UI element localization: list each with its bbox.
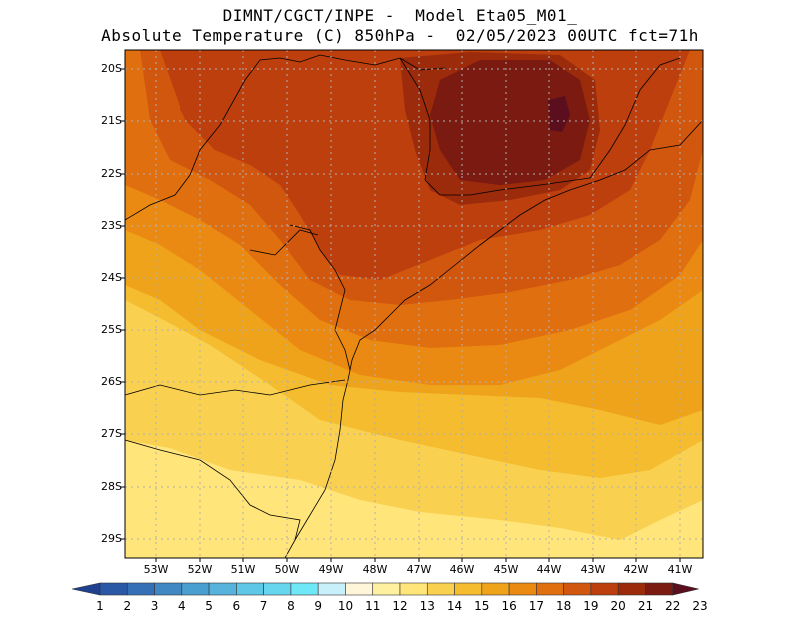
colorbar-label: 14	[446, 599, 463, 613]
colorbar-swatch	[71, 582, 101, 596]
colorbar-label: 2	[123, 599, 132, 613]
lat-label: 23S	[101, 219, 122, 232]
lon-label: 53W	[143, 563, 169, 576]
colorbar-swatch	[290, 582, 319, 596]
colorbar-label: 17	[528, 599, 544, 613]
colorbar-swatch	[399, 582, 428, 596]
colorbar-label: 13	[419, 599, 435, 613]
colorbar-label: 18	[555, 599, 572, 613]
colorbar-swatch	[345, 582, 374, 596]
colorbar-label: 20	[610, 599, 626, 613]
colorbar-label: 4	[177, 599, 186, 613]
colorbar-swatch	[617, 582, 646, 596]
lon-label: 50W	[274, 563, 300, 576]
lon-label: 44W	[536, 563, 562, 576]
map-frame	[124, 49, 704, 559]
lat-label: 21S	[101, 114, 122, 127]
colorbar-label: 8	[287, 599, 295, 613]
chart-title-line-2: Absolute Temperature (C) 850hPa - 02/05/…	[101, 26, 699, 45]
lat-label: 28S	[101, 480, 122, 493]
lon-label: 52W	[187, 563, 213, 576]
lat-label: 25S	[101, 323, 122, 336]
colorbar-swatch	[426, 582, 455, 596]
axis-ticks	[121, 68, 681, 562]
colorbar-label: 12	[392, 599, 408, 613]
colorbar-label: 15	[474, 599, 490, 613]
colorbar-swatch	[181, 582, 210, 596]
colorbar-label: 11	[365, 599, 381, 613]
colorbar-swatch	[236, 582, 264, 596]
colorbar-swatch	[536, 582, 564, 596]
colorbar-swatch	[372, 582, 401, 596]
colorbar-swatch	[263, 582, 292, 596]
colorbar-label: 7	[259, 599, 268, 613]
colorbar-label: 22	[665, 599, 681, 613]
colorbar-swatch	[645, 582, 674, 596]
lon-label: 49W	[318, 563, 344, 576]
lon-label: 42W	[623, 563, 649, 576]
lat-label: 26S	[101, 375, 122, 388]
colorbar-label: 19	[583, 599, 599, 613]
colorbar-swatch	[672, 582, 699, 596]
colorbar-label: 9	[314, 599, 322, 613]
colorbar-swatch	[99, 582, 128, 596]
chart-title-line-1: DIMNT/CGCT/INPE - Model Eta05_M01_	[222, 6, 578, 25]
colorbar-label: 6	[232, 599, 241, 613]
colorbar-label: 10	[337, 599, 354, 613]
lon-label: 45W	[493, 563, 519, 576]
coastline	[125, 54, 703, 558]
colorbar-label: 16	[501, 599, 517, 613]
colorbar-swatch	[481, 582, 510, 596]
colorbar-swatch	[208, 582, 237, 596]
colorbar-label: 3	[150, 599, 159, 613]
temperature-field	[125, 50, 703, 558]
colorbar-swatch	[317, 582, 346, 596]
lat-label: 24S	[101, 271, 122, 284]
colorbar-swatch	[154, 582, 183, 596]
lat-label: 20S	[101, 62, 122, 75]
colorbar-swatch	[590, 582, 619, 596]
lat-label: 22S	[101, 167, 122, 180]
colorbar-label: 5	[205, 599, 213, 613]
lon-label: 43W	[580, 563, 606, 576]
colorbar	[71, 582, 699, 596]
colorbar-label: 1	[96, 599, 104, 613]
lon-label: 51W	[230, 563, 256, 576]
colorbar-swatch	[508, 582, 537, 596]
colorbar-swatch	[563, 582, 592, 596]
colorbar-label: 23	[692, 599, 708, 613]
colorbar-swatch	[126, 582, 155, 596]
lat-label: 27S	[101, 427, 122, 440]
colorbar-swatch	[454, 582, 483, 596]
lon-label: 41W	[667, 563, 693, 576]
lat-lon-grid	[125, 50, 703, 558]
lon-label: 47W	[406, 563, 432, 576]
lat-label: 29S	[101, 532, 122, 545]
lon-label: 48W	[362, 563, 388, 576]
colorbar-label: 21	[637, 599, 654, 613]
lon-label: 46W	[449, 563, 475, 576]
